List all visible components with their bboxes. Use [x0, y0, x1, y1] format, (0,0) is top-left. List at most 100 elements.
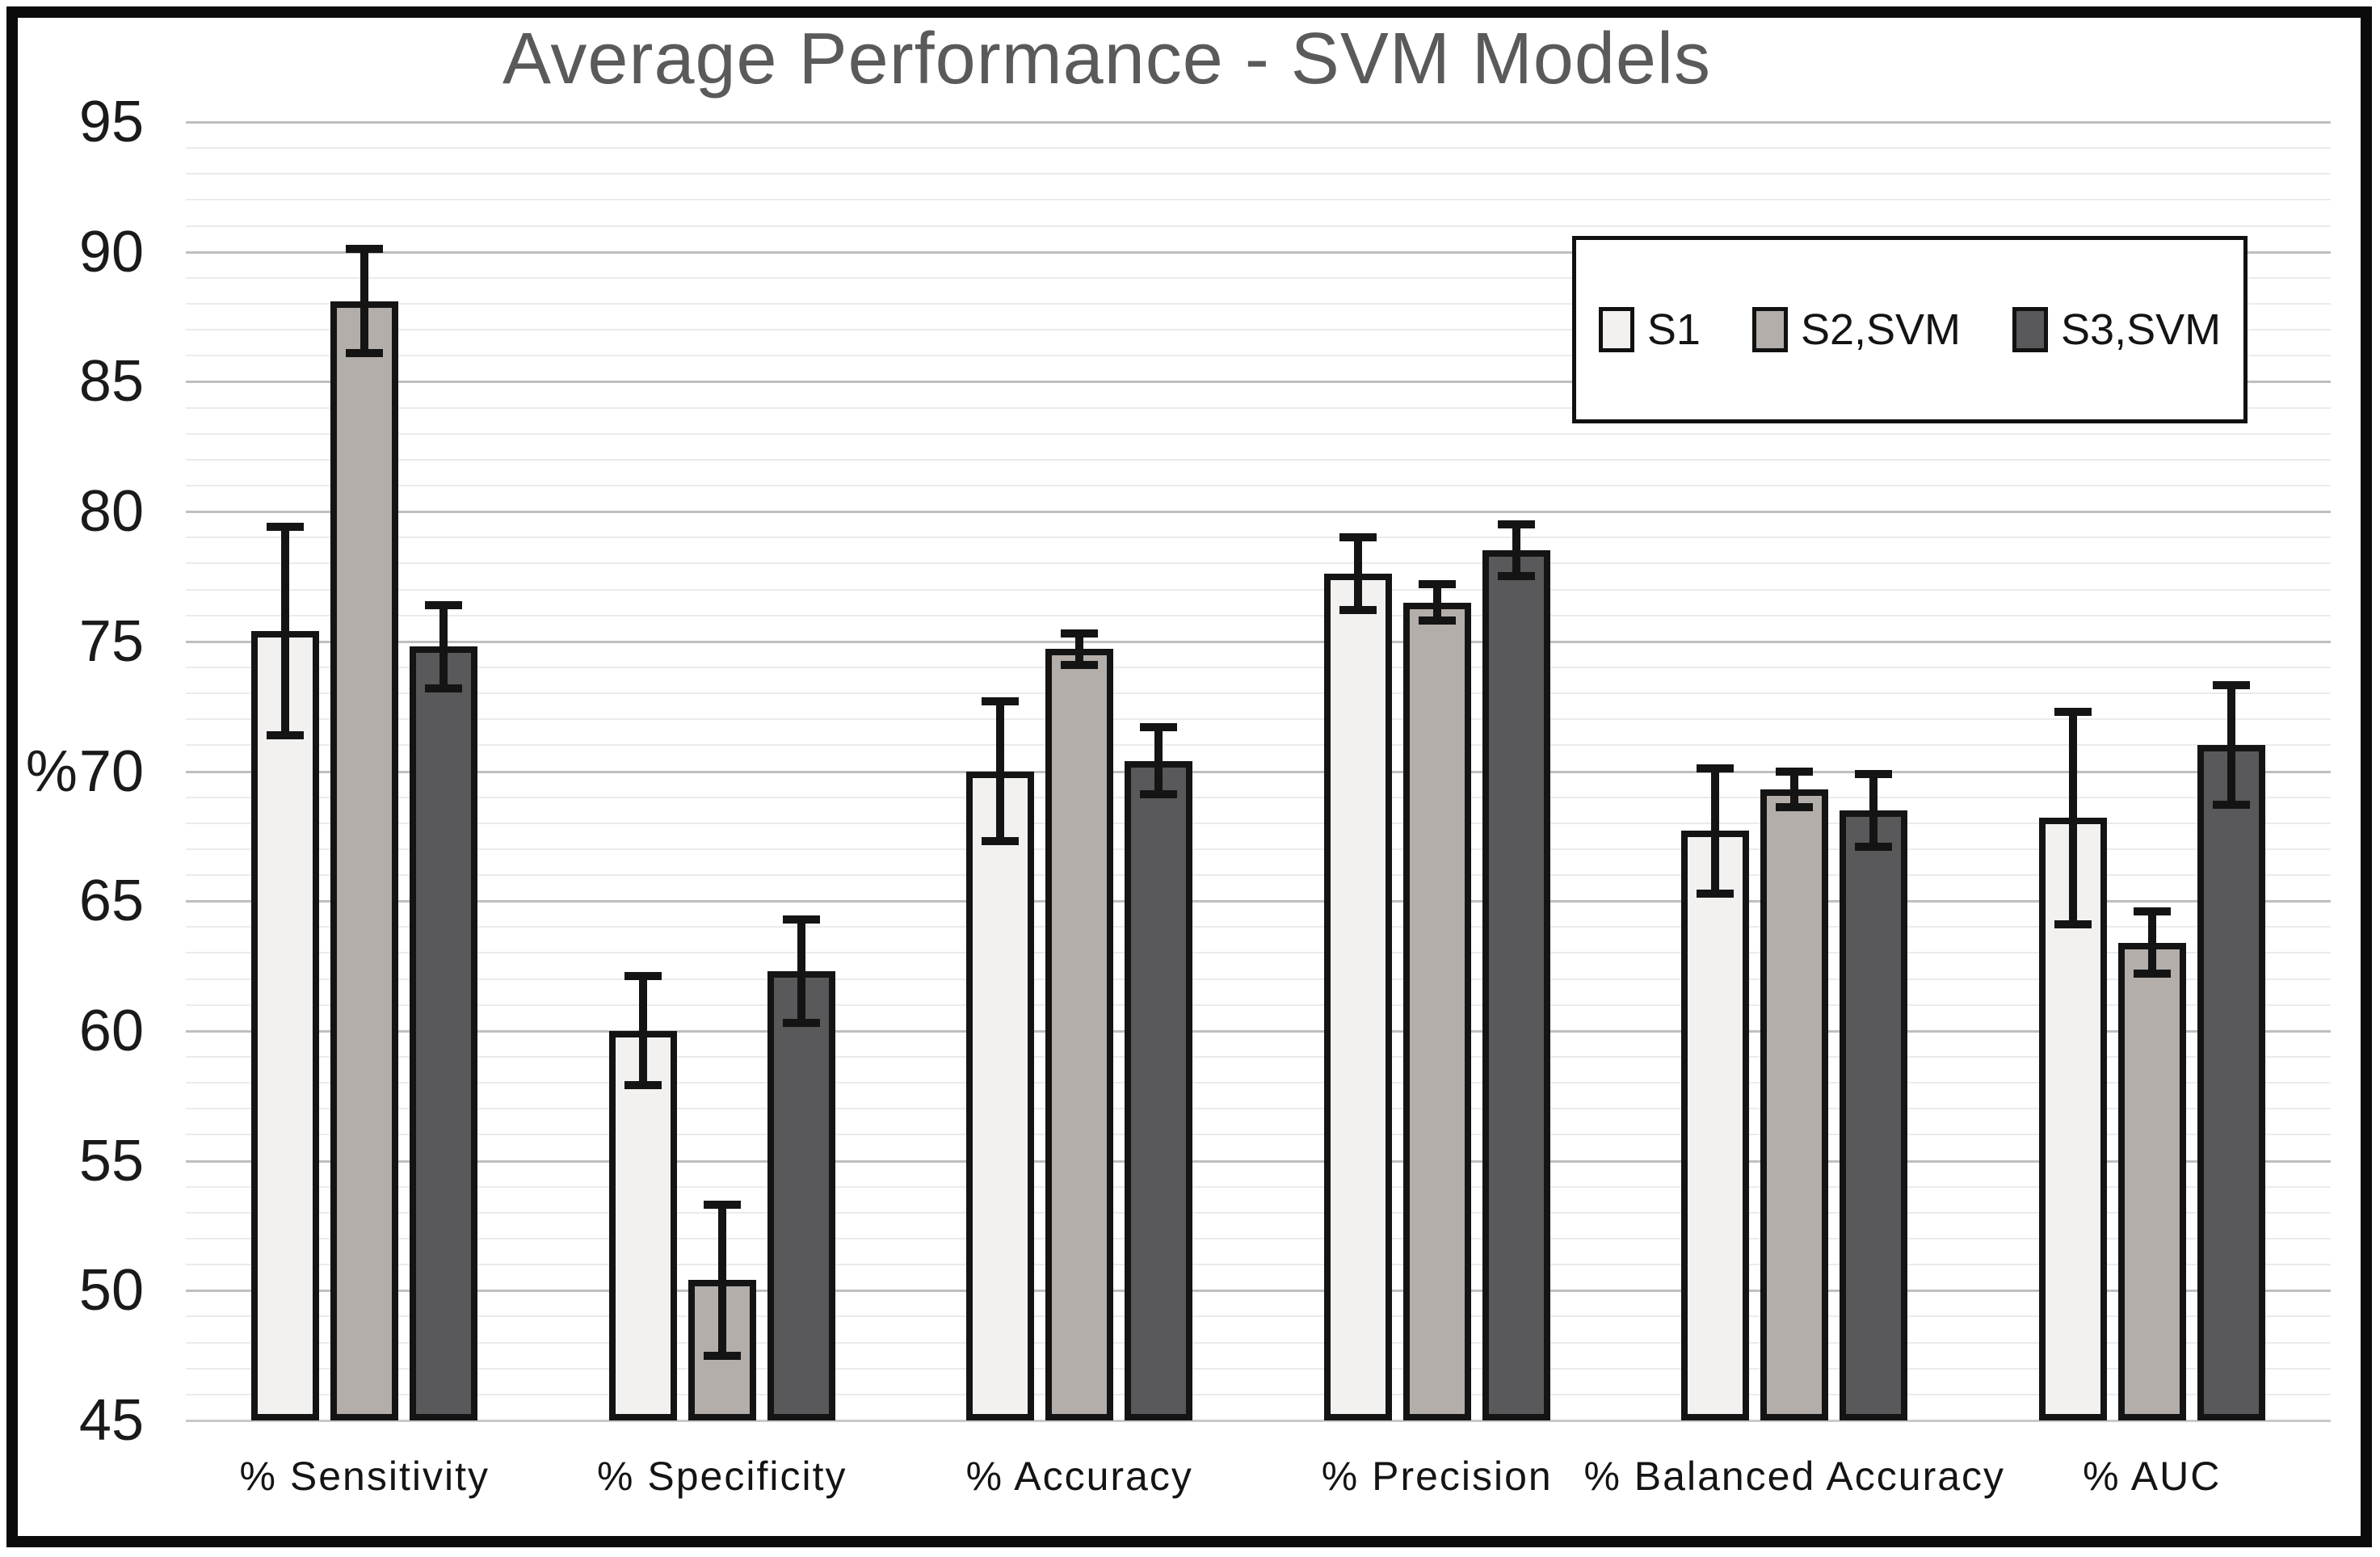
major-gridline: [186, 770, 2331, 773]
bar-s3-svm-accuracy: [1125, 760, 1193, 1420]
major-gridline: [186, 1159, 2331, 1163]
bar-s1-balanced-accuracy: [1681, 831, 1750, 1420]
error-bar-cap-top: [346, 245, 384, 254]
minor-gridline: [186, 1056, 2331, 1058]
y-tick-label: 80: [78, 479, 144, 545]
x-category-label-balanced-accuracy: % Balanced Accuracy: [1583, 1454, 2006, 1499]
minor-gridline: [186, 952, 2331, 954]
error-bar-cap-bottom: [1418, 616, 1456, 625]
y-tick-label: 90: [78, 219, 144, 284]
error-bar-cap-bottom: [782, 1019, 820, 1028]
minor-gridline: [186, 1238, 2331, 1240]
major-gridline: [186, 640, 2331, 643]
error-bar-cap-top: [1418, 580, 1456, 589]
minor-gridline: [186, 796, 2331, 798]
bar-s2-svm-auc: [2117, 942, 2186, 1420]
y-tick-label: 45: [78, 1388, 144, 1453]
bar-s2-svm-accuracy: [1045, 649, 1114, 1420]
error-bar-cap-top: [1697, 764, 1735, 773]
error-bar-cap-bottom: [2054, 920, 2092, 929]
chart-title: Average Performance - SVM Models: [502, 19, 1711, 99]
error-bar-s1-accuracy: [996, 701, 1005, 842]
error-bar-cap-top: [624, 972, 662, 981]
major-gridline: [186, 511, 2331, 514]
error-bar-cap-top: [782, 915, 820, 924]
error-bar-s1-sensitivity: [281, 527, 290, 735]
minor-gridline: [186, 666, 2331, 668]
minor-gridline: [186, 822, 2331, 824]
minor-gridline: [186, 614, 2331, 616]
legend-swatch-s1: [1598, 307, 1634, 352]
error-bar-cap-bottom: [1140, 790, 1178, 799]
y-tick-label: 75: [78, 608, 144, 674]
minor-gridline: [186, 537, 2331, 539]
error-bar-s3-svm-specificity: [797, 919, 805, 1024]
legend-label: S3,SVM: [2061, 305, 2222, 354]
minor-gridline: [186, 1211, 2331, 1214]
error-bar-s1-auc: [2068, 711, 2077, 925]
legend-item-s3-svm: S3,SVM: [2012, 305, 2221, 355]
minor-gridline: [186, 978, 2331, 980]
legend-item-s1: S1: [1598, 305, 1701, 355]
minor-gridline: [186, 744, 2331, 747]
legend-label: S1: [1646, 305, 1701, 354]
bar-s3-svm-specificity: [767, 970, 835, 1420]
error-bar-cap-bottom: [1697, 889, 1735, 898]
error-bar-s1-balanced-accuracy: [1711, 768, 1720, 894]
minor-gridline: [186, 588, 2331, 591]
error-bar-cap-top: [1497, 520, 1535, 529]
minor-gridline: [186, 562, 2331, 565]
error-bar-cap-top: [1776, 767, 1814, 776]
error-bar-cap-bottom: [1855, 842, 1893, 851]
major-gridline: [186, 900, 2331, 903]
minor-gridline: [186, 147, 2331, 149]
bar-s3-svm-auc: [2197, 745, 2265, 1420]
major-gridline: [186, 121, 2331, 124]
error-bar-cap-bottom: [2133, 970, 2171, 978]
bar-s2-svm-sensitivity: [330, 301, 399, 1420]
error-bar-s1-specificity: [638, 976, 647, 1086]
major-gridline: [186, 1290, 2331, 1293]
error-bar-s3-svm-precision: [1512, 524, 1520, 577]
bar-s1-specificity: [608, 1030, 677, 1420]
error-bar-cap-bottom: [703, 1351, 741, 1360]
error-bar-s2-svm-specificity: [717, 1205, 726, 1356]
bar-s2-svm-balanced-accuracy: [1760, 789, 1829, 1420]
error-bar-cap-bottom: [267, 730, 305, 739]
error-bar-cap-top: [267, 523, 305, 532]
minor-gridline: [186, 458, 2331, 461]
error-bar-s3-svm-auc: [2227, 685, 2235, 806]
minor-gridline: [186, 1341, 2331, 1344]
error-bar-cap-top: [703, 1201, 741, 1210]
legend-swatch-s3-svm: [2012, 307, 2049, 352]
legend: S1 S2,SVM S3,SVM: [1572, 236, 2248, 423]
minor-gridline: [186, 848, 2331, 850]
bar-s3-svm-balanced-accuracy: [1840, 810, 1908, 1420]
error-bar-cap-top: [2054, 707, 2092, 716]
error-bar-s2-svm-balanced-accuracy: [1790, 771, 1799, 808]
bar-s2-svm-precision: [1402, 602, 1471, 1420]
minor-gridline: [186, 1185, 2331, 1188]
minor-gridline: [186, 484, 2331, 486]
error-bar-cap-top: [1061, 629, 1099, 638]
error-bar-s3-svm-accuracy: [1154, 726, 1163, 795]
error-bar-s3-svm-balanced-accuracy: [1869, 773, 1878, 847]
minor-gridline: [186, 199, 2331, 201]
error-bar-s2-svm-auc: [2147, 911, 2156, 974]
error-bar-cap-top: [1855, 769, 1893, 778]
error-bar-cap-bottom: [346, 349, 384, 358]
minor-gridline: [186, 432, 2331, 435]
minor-gridline: [186, 692, 2331, 695]
error-bar-cap-bottom: [1776, 803, 1814, 812]
error-bar-cap-bottom: [624, 1081, 662, 1090]
error-bar-cap-bottom: [982, 837, 1020, 846]
error-bar-s1-precision: [1353, 537, 1362, 611]
minor-gridline: [186, 1315, 2331, 1318]
error-bar-s2-svm-accuracy: [1075, 633, 1084, 665]
error-bar-cap-top: [2133, 907, 2171, 916]
y-axis-unit-label: %: [25, 739, 78, 804]
bar-s1-accuracy: [966, 771, 1035, 1420]
y-tick-label: 85: [78, 349, 144, 414]
x-category-label-sensitivity: % Sensitivity: [239, 1454, 490, 1499]
